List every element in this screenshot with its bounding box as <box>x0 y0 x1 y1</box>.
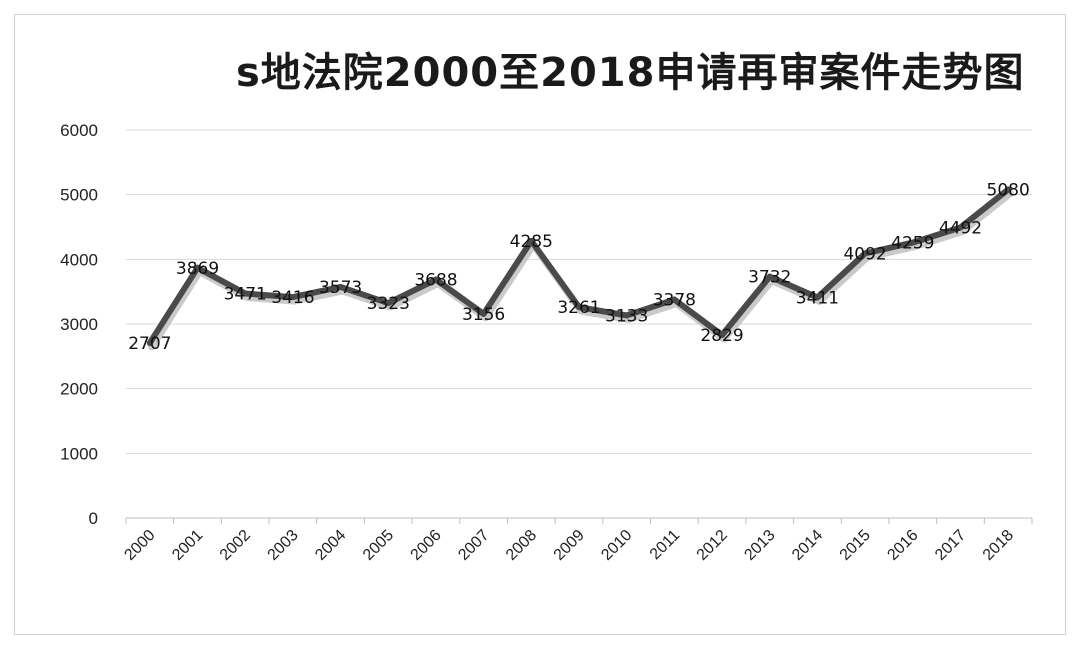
data-label: 5080 <box>987 180 1030 200</box>
x-tick-label: 2009 <box>551 527 588 564</box>
data-point <box>1005 186 1012 193</box>
data-label: 3416 <box>271 288 314 308</box>
data-point <box>528 237 535 244</box>
data-label: 3156 <box>462 305 505 325</box>
data-point <box>480 310 487 317</box>
data-label: 3323 <box>367 294 410 314</box>
data-point <box>242 290 249 297</box>
x-tick-label: 2005 <box>360 527 397 564</box>
gridlines <box>126 129 1032 454</box>
x-tick-label: 2008 <box>503 527 540 564</box>
x-tick-label: 2004 <box>312 527 349 564</box>
data-label: 3869 <box>176 259 219 279</box>
data-point <box>337 283 344 290</box>
x-tick-label: 2006 <box>408 527 445 564</box>
data-point <box>385 300 392 307</box>
x-tick-label: 2011 <box>647 527 683 563</box>
x-tick-label: 2018 <box>980 527 1017 564</box>
data-label: 3133 <box>605 306 648 326</box>
x-tick-label: 2010 <box>598 527 635 564</box>
data-point <box>623 312 630 319</box>
data-label: 2829 <box>700 326 743 346</box>
series-line <box>146 186 1014 351</box>
chart-title: s地法院2000至2018申请再审案件走势图 <box>236 50 1025 96</box>
data-label: 4492 <box>939 219 982 239</box>
x-tick-label: 2014 <box>789 527 826 564</box>
data-point <box>814 294 821 301</box>
data-label: 3573 <box>319 278 362 298</box>
data-point <box>719 332 726 339</box>
x-tick-label: 2016 <box>884 527 921 564</box>
x-tick-label: 2007 <box>455 527 492 564</box>
y-tick-label: 1000 <box>60 444 98 463</box>
data-label: 3732 <box>748 268 791 288</box>
series-line-shadow <box>148 189 1014 351</box>
y-tick-label: 0 <box>89 509 98 528</box>
x-tick-label: 2015 <box>837 527 874 564</box>
x-tick-label: 2000 <box>121 527 158 564</box>
y-tick-label: 3000 <box>60 315 98 334</box>
data-label: 4092 <box>843 244 886 264</box>
data-point <box>289 294 296 301</box>
x-axis: 2000 2001 2002 2003 2004 2005 2006 2007 2008 2009… <box>121 517 1033 564</box>
data-point <box>194 264 201 271</box>
x-tick-label: 2001 <box>169 527 206 564</box>
x-tick-label: 2012 <box>694 527 731 564</box>
data-point <box>576 304 582 311</box>
y-tick-label: 6000 <box>60 121 98 140</box>
data-label: 3378 <box>653 291 696 311</box>
series-line-path <box>146 186 1012 346</box>
data-label: 4259 <box>891 234 934 254</box>
data-point <box>957 224 964 231</box>
data-point <box>862 250 869 257</box>
data-point <box>432 276 439 283</box>
data-label: 4285 <box>510 232 553 252</box>
x-tick-label: 2017 <box>932 527 969 564</box>
y-tick-label: 4000 <box>60 250 98 269</box>
y-tick-label: 2000 <box>60 380 98 399</box>
x-tick-label: 2002 <box>217 527 254 564</box>
data-point <box>146 339 153 346</box>
data-label: 2707 <box>128 334 171 354</box>
y-axis-ticks: 0 1000 2000 3000 4000 5000 6000 <box>60 121 98 528</box>
x-tick-label: 2013 <box>741 527 778 564</box>
data-point <box>909 239 916 246</box>
data-label: 3688 <box>414 271 457 291</box>
y-tick-label: 5000 <box>60 186 98 205</box>
data-label: 3411 <box>796 288 839 308</box>
data-point <box>671 296 678 303</box>
data-label: 3471 <box>224 285 267 305</box>
data-label: 3261 <box>557 298 600 318</box>
data-point <box>766 273 773 280</box>
x-tick-label: 2003 <box>265 527 302 564</box>
